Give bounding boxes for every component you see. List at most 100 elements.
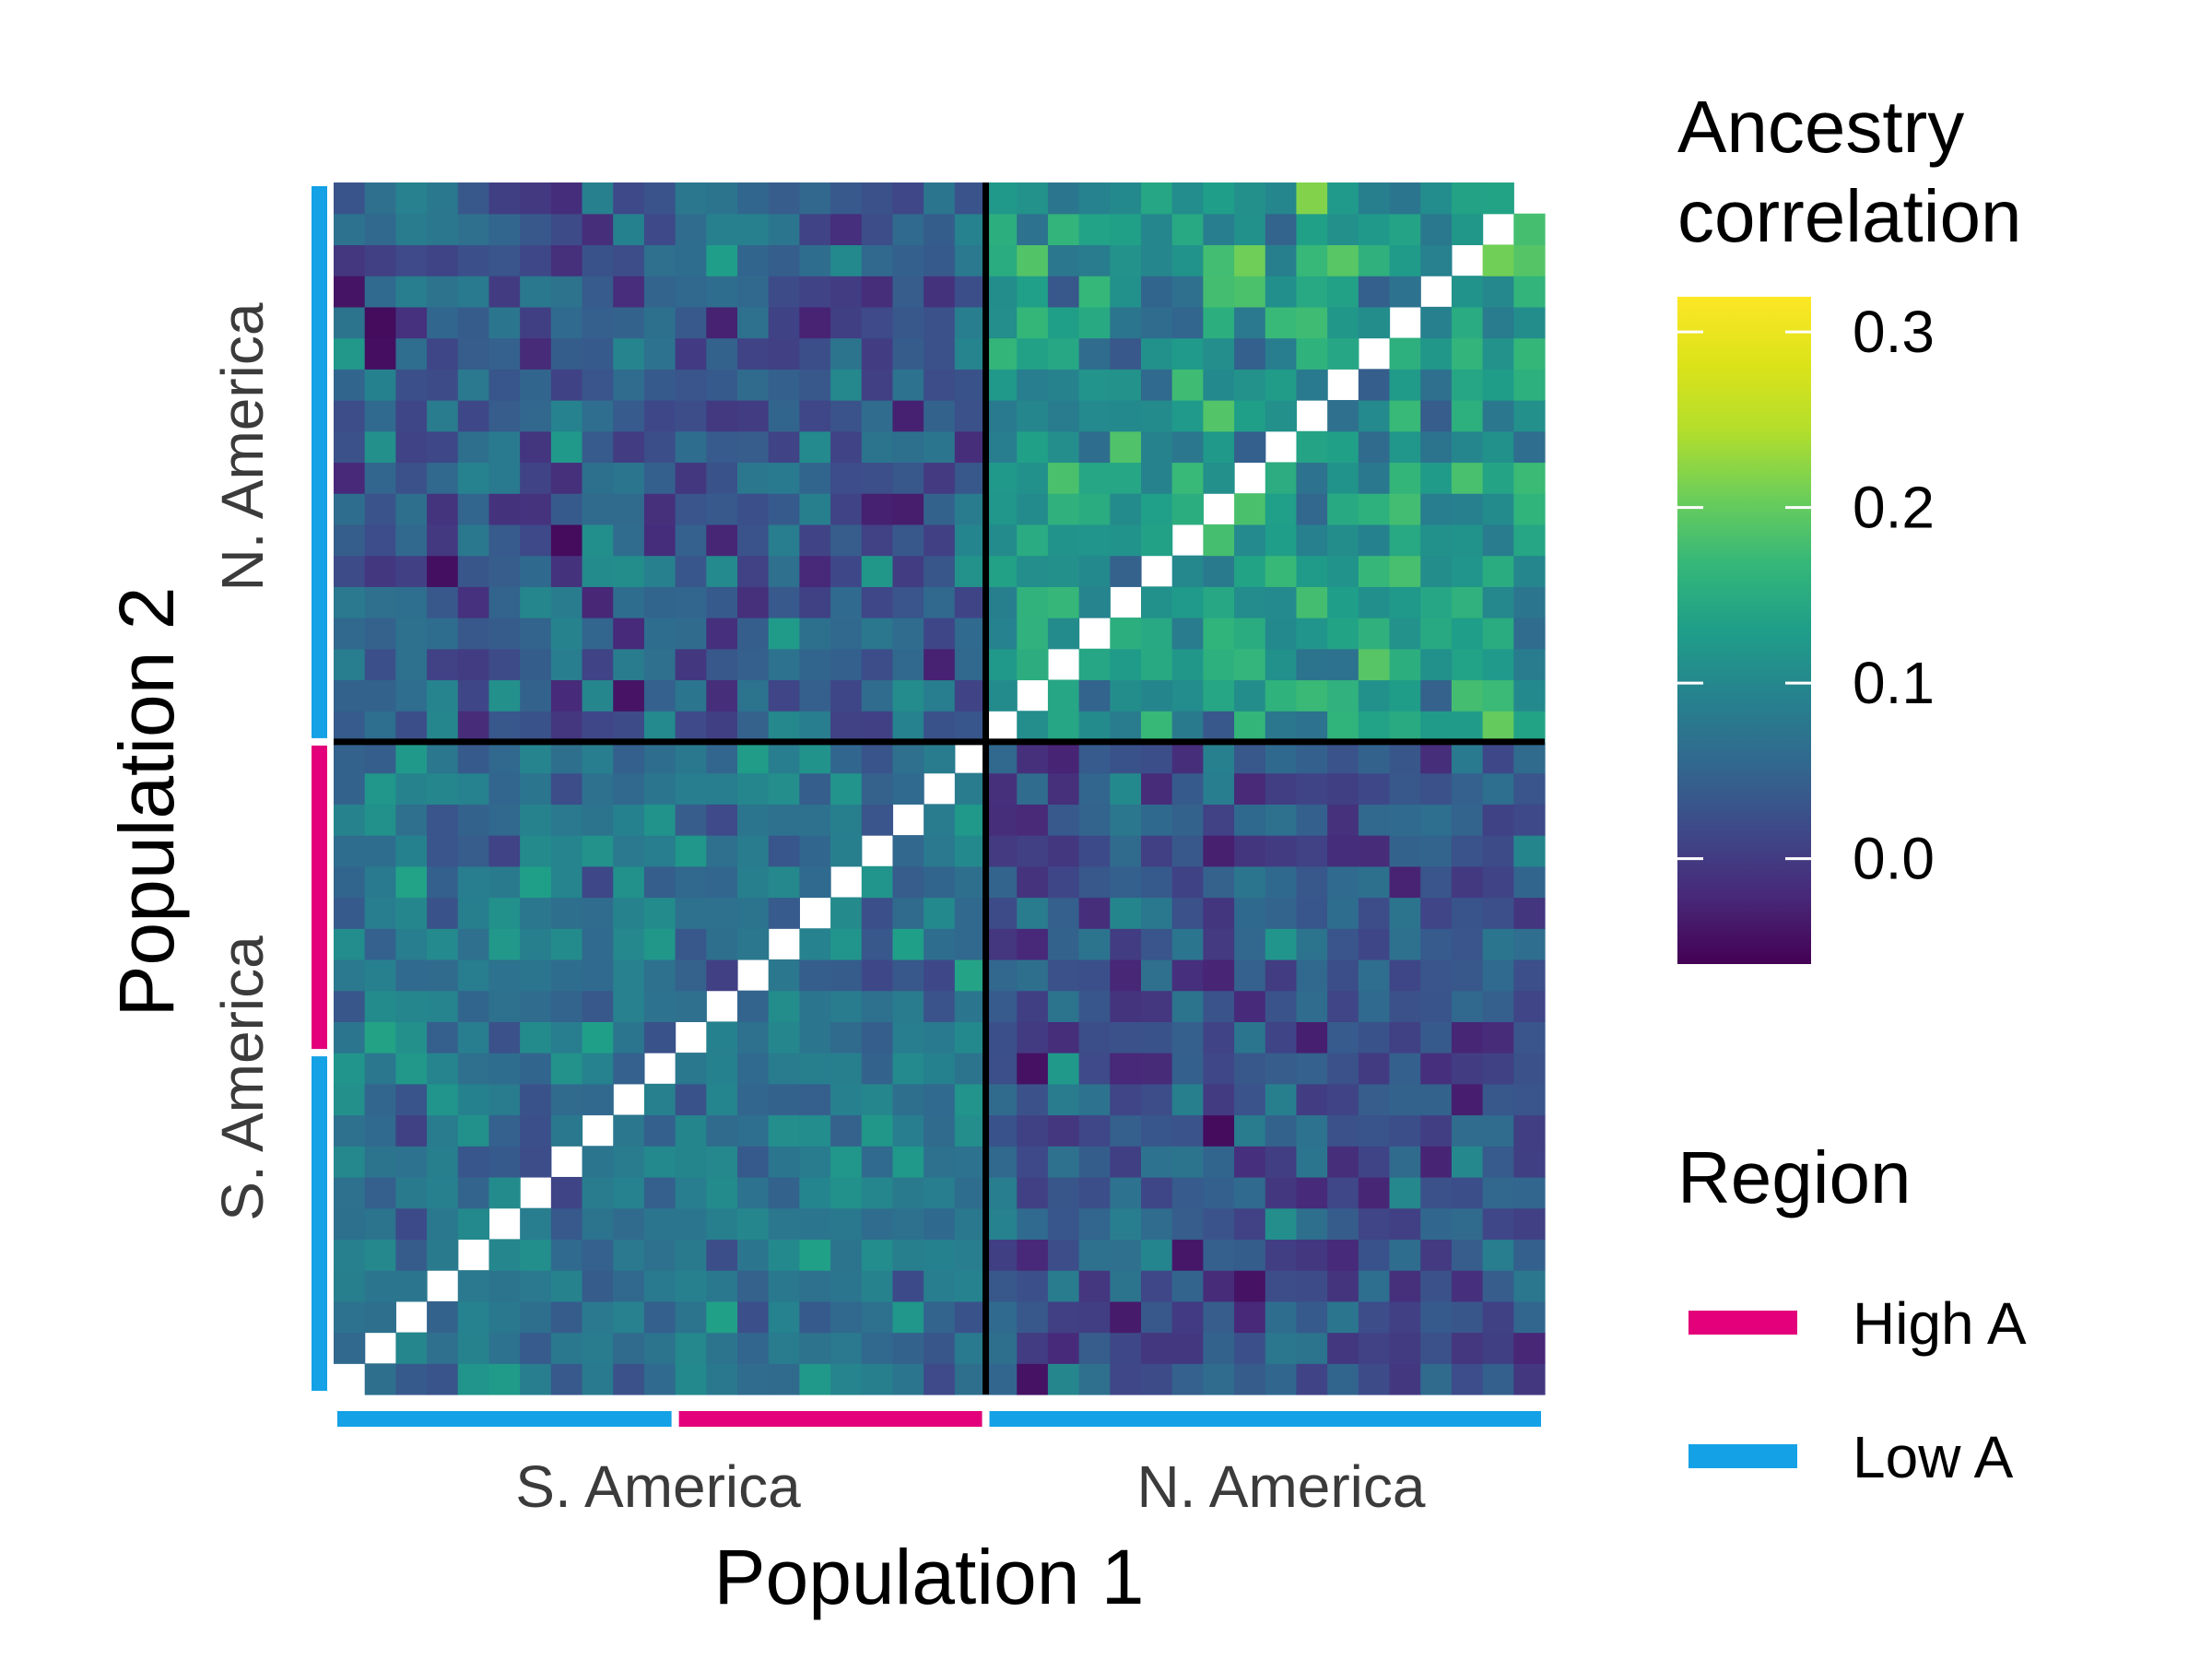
heatmap-cell — [457, 897, 490, 929]
heatmap-cell — [924, 648, 956, 681]
heatmap-cell — [1327, 213, 1359, 246]
heatmap-cell — [1110, 1021, 1142, 1053]
heatmap-cell — [768, 772, 800, 805]
heatmap-cell — [582, 990, 614, 1022]
heatmap-cell — [830, 276, 863, 308]
heatmap-cell — [954, 618, 987, 650]
heatmap-cell — [892, 1300, 924, 1334]
heatmap-cell — [1358, 711, 1391, 743]
heatmap-cell — [427, 1053, 459, 1085]
heatmap-cell — [488, 276, 521, 308]
heatmap-cell — [613, 306, 645, 339]
heatmap-cell — [427, 555, 459, 587]
heatmap-cell — [1141, 1146, 1173, 1178]
heatmap-cell — [1327, 276, 1359, 308]
heatmap-cell — [427, 1176, 459, 1209]
heatmap-cell — [1358, 524, 1391, 557]
heatmap-cell — [1451, 1176, 1484, 1209]
heatmap-cell — [1203, 679, 1235, 712]
heatmap-cell — [457, 1146, 490, 1178]
heatmap-cell — [1420, 990, 1453, 1022]
heatmap-cell — [1141, 897, 1173, 929]
heatmap-cell — [1451, 337, 1484, 370]
heatmap-cell — [457, 430, 490, 464]
legend-swatch-high-a — [1688, 1311, 1797, 1335]
heatmap-cell — [737, 1239, 770, 1271]
heatmap-cell — [861, 182, 894, 215]
heatmap-cell — [861, 865, 894, 899]
heatmap-cell — [985, 462, 1018, 494]
heatmap-cell — [1451, 959, 1484, 992]
heatmap-cell — [520, 555, 552, 587]
heatmap-cell — [1141, 835, 1173, 867]
heatmap-cell — [1513, 1239, 1546, 1271]
heatmap-cell — [1171, 990, 1204, 1022]
heatmap-cell — [954, 990, 987, 1022]
heatmap-cell — [1078, 741, 1111, 774]
heatmap-cell — [1327, 865, 1359, 899]
heatmap-cell — [1017, 928, 1049, 960]
heatmap-cell — [954, 928, 987, 960]
heatmap-cell — [799, 648, 831, 681]
y-axis-title: Population 2 — [103, 586, 190, 1017]
heatmap-cell — [1110, 244, 1142, 276]
heatmap-cell — [550, 430, 583, 464]
heatmap-cell — [768, 430, 800, 464]
heatmap-cell — [1110, 493, 1142, 525]
heatmap-cell — [675, 213, 707, 246]
heatmap-cell — [364, 1114, 396, 1147]
heatmap-cell — [1451, 400, 1484, 432]
heatmap-cell — [520, 1239, 552, 1271]
heatmap-cell — [1296, 618, 1328, 650]
heatmap-cell — [457, 1270, 490, 1302]
heatmap-cell — [768, 679, 800, 712]
heatmap-cell — [1110, 711, 1142, 743]
heatmap-cell — [1141, 618, 1173, 650]
heatmap-cell — [1420, 430, 1453, 464]
heatmap-cell — [1017, 990, 1049, 1022]
heatmap-cell — [1047, 244, 1080, 276]
heatmap-cell — [1047, 1270, 1080, 1302]
heatmap-cell — [1017, 462, 1049, 494]
heatmap-cell — [830, 493, 863, 525]
heatmap-cell — [861, 1332, 894, 1364]
heatmap-cell — [1513, 1270, 1546, 1302]
heatmap-cell — [892, 1083, 924, 1116]
heatmap-cell — [643, 1300, 677, 1334]
heatmap-cell — [334, 276, 366, 308]
heatmap-cell — [488, 741, 521, 774]
heatmap-cell — [1389, 679, 1421, 712]
region-legend: Region High A Low A — [1677, 1136, 2027, 1490]
heatmap-cell — [1513, 430, 1546, 464]
heatmap-cell — [737, 493, 770, 525]
heatmap-cell — [675, 772, 707, 805]
heatmap-cell — [1482, 586, 1514, 618]
heatmap-cell — [675, 182, 707, 215]
heatmap-cell — [768, 1300, 800, 1334]
heatmap-cell — [427, 1114, 459, 1147]
heatmap-cell — [1078, 555, 1111, 587]
heatmap-cell — [861, 369, 894, 401]
heatmap-cell — [364, 1021, 396, 1053]
heatmap-cell — [582, 493, 614, 525]
heatmap-cell — [334, 306, 366, 339]
heatmap-cell — [334, 1300, 366, 1334]
heatmap-cell — [1110, 1300, 1142, 1334]
heatmap-cell — [520, 276, 552, 308]
heatmap-cell — [737, 711, 770, 743]
heatmap-cell — [488, 430, 521, 464]
heatmap-cell — [924, 276, 956, 308]
heatmap-cell — [582, 1021, 614, 1053]
region-legend-title: Region — [1677, 1136, 1912, 1218]
heatmap-cell — [1203, 772, 1235, 805]
heatmap-cell — [582, 213, 614, 246]
colorbar — [1677, 297, 1811, 964]
heatmap-cell — [488, 1363, 521, 1395]
heatmap-cell — [550, 1363, 583, 1395]
heatmap-cell — [985, 959, 1018, 992]
heatmap-cell — [457, 618, 490, 650]
heatmap-cell — [954, 462, 987, 494]
heatmap-cell — [1482, 835, 1514, 867]
heatmap-cell — [985, 1207, 1018, 1241]
heatmap-cell — [334, 804, 366, 836]
